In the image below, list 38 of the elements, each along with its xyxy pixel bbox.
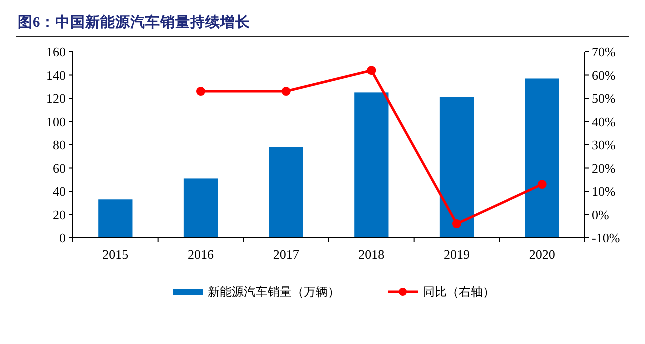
x-tick-label: 2015	[102, 247, 129, 262]
y-tick-label: 20	[53, 207, 66, 222]
x-tick-label: 2019	[444, 247, 470, 262]
y-tick-label: 60	[53, 160, 66, 176]
y2-tick-label: 20%	[592, 160, 616, 176]
bar	[354, 92, 389, 238]
point	[367, 66, 376, 76]
legend-label: 同比（右轴）	[423, 285, 495, 300]
y2-tick-label: 60%	[592, 68, 616, 83]
y2-tick-label: 10%	[592, 184, 616, 200]
y-tick-label: 100	[46, 114, 66, 130]
y-tick-label: 120	[46, 91, 66, 106]
y2-tick-label: -10%	[592, 230, 620, 246]
y-tick-label: 40	[53, 184, 66, 200]
bar	[98, 200, 133, 238]
bar	[269, 147, 304, 238]
y-tick-label: 140	[46, 68, 66, 83]
y2-tick-label: 40%	[592, 114, 616, 130]
x-tick-label: 2017	[273, 247, 300, 262]
x-tick-label: 2018	[358, 247, 385, 262]
bar	[440, 97, 474, 238]
y-tick-label: 80	[53, 138, 66, 153]
chart-title: 图6：中国新能源汽车销量持续增长	[18, 13, 252, 31]
legend-label: 新能源汽车销量（万辆）	[208, 285, 340, 300]
x-tick-label: 2016	[188, 247, 214, 262]
y2-tick-label: 30%	[592, 138, 616, 153]
y2-tick-label: 50%	[592, 91, 616, 106]
y-tick-label: 160	[46, 44, 66, 60]
point	[538, 180, 547, 190]
point	[452, 220, 462, 229]
bar	[184, 178, 218, 238]
point	[196, 87, 206, 96]
bar	[525, 78, 560, 238]
y-tick-label: 0	[60, 230, 66, 246]
y2-tick-label: 0%	[592, 207, 610, 222]
x-tick-label: 2020	[529, 247, 556, 262]
y2-tick-label: 70%	[592, 44, 616, 60]
point	[282, 87, 291, 96]
